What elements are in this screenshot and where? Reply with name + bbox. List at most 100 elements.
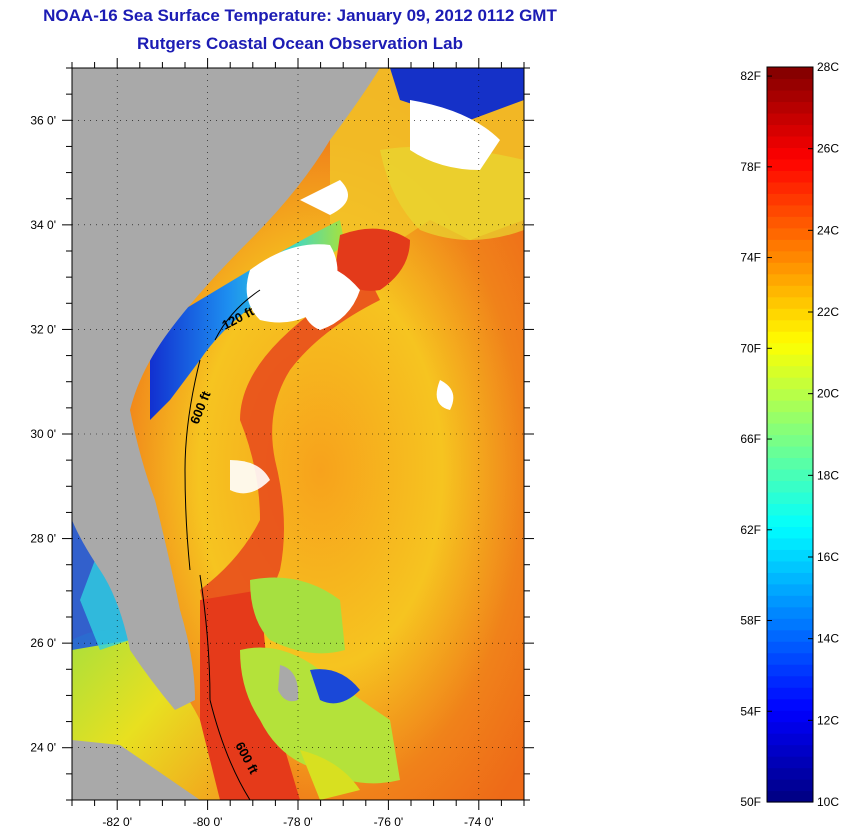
colorbar-band <box>767 514 813 527</box>
celsius-label: 22C <box>817 305 839 319</box>
lon-tick-label: -78 0' <box>283 815 313 829</box>
colorbar-band <box>767 480 813 493</box>
colorbar-bands <box>767 67 813 803</box>
colorbar-band <box>767 411 813 424</box>
colorbar-band <box>767 629 813 642</box>
fahrenheit-label: 54F <box>740 704 761 718</box>
colorbar-band <box>767 331 813 344</box>
colorbar-band <box>767 664 813 677</box>
colorbar-band <box>767 618 813 631</box>
colorbar-band <box>767 342 813 355</box>
colorbar-band <box>767 262 813 275</box>
colorbar-band <box>767 537 813 550</box>
fahrenheit-label: 66F <box>740 432 761 446</box>
colorbar-band <box>767 296 813 309</box>
fahrenheit-label: 62F <box>740 523 761 537</box>
colorbar-band <box>767 78 813 91</box>
fahrenheit-label: 58F <box>740 614 761 628</box>
lat-tick-label: 26 0' <box>30 636 56 650</box>
colorbar: 82F 78F 74F 70F 66F 62F 58F 54F 50F 28C 26C 24C 22C… <box>740 60 839 809</box>
colorbar-band <box>767 216 813 229</box>
lat-tick-label: 34 0' <box>30 218 56 232</box>
colorbar-band <box>767 549 813 562</box>
land-mass <box>72 68 380 710</box>
lon-tick-label: -76 0' <box>374 815 404 829</box>
lat-tick-label: 24 0' <box>30 741 56 755</box>
latitude-axis: 24 0' 26 0' 28 0' 30 0' 32 0' 34 0' 36 0' <box>30 67 534 801</box>
colorbar-band <box>767 250 813 263</box>
colorbar-band <box>767 560 813 573</box>
celsius-label: 20C <box>817 387 839 401</box>
colorbar-band <box>767 687 813 700</box>
lat-tick-label: 28 0' <box>30 532 56 546</box>
colorbar-band <box>767 67 813 80</box>
fahrenheit-label: 78F <box>740 160 761 174</box>
colorbar-band <box>767 595 813 608</box>
colorbar-band <box>767 423 813 436</box>
colorbar-band <box>767 365 813 378</box>
celsius-label: 12C <box>817 713 839 727</box>
colorbar-band <box>767 491 813 505</box>
cuba-coast <box>72 740 200 800</box>
colorbar-band <box>767 193 813 206</box>
celsius-label: 16C <box>817 550 839 564</box>
celsius-label: 28C <box>817 60 839 74</box>
colorbar-band <box>767 124 813 137</box>
colorbar-band <box>767 698 813 711</box>
lat-tick-label: 36 0' <box>30 113 56 127</box>
colorbar-band <box>767 135 813 148</box>
fahrenheit-label: 82F <box>740 69 761 83</box>
lon-tick-label: -80 0' <box>193 815 223 829</box>
lat-tick-label: 30 0' <box>30 427 56 441</box>
colorbar-band <box>767 158 813 171</box>
andros-island <box>278 665 299 702</box>
celsius-label: 18C <box>817 468 839 482</box>
colorbar-band <box>767 112 813 126</box>
colorbar-band <box>767 181 813 194</box>
colorbar-band <box>767 400 813 413</box>
colorbar-band <box>767 445 813 459</box>
colorbar-band <box>767 710 813 723</box>
colorbar-band <box>767 308 813 321</box>
fahrenheit-label: 50F <box>740 795 761 809</box>
colorbar-band <box>767 641 813 654</box>
colorbar-band <box>767 767 813 780</box>
colorbar-band <box>767 227 813 240</box>
colorbar-band <box>767 354 813 367</box>
celsius-scale: 28C 26C 24C 22C 20C 18C 16C 14C 12C 10C <box>808 60 839 809</box>
colorbar-band <box>767 170 813 183</box>
colorbar-band <box>767 652 813 665</box>
colorbar-band <box>767 204 813 217</box>
colorbar-band <box>767 733 813 746</box>
lon-tick-label: -82 0' <box>102 815 132 829</box>
longitude-axis: -82 0' -80 0' -78 0' -76 0' -74 0' <box>71 58 525 829</box>
celsius-label: 10C <box>817 795 839 809</box>
celsius-label: 26C <box>817 142 839 156</box>
colorbar-band <box>767 377 813 390</box>
colorbar-band <box>767 319 813 332</box>
colorbar-band <box>767 388 813 401</box>
colorbar-band <box>767 468 813 482</box>
colorbar-band <box>767 790 813 803</box>
colorbar-band <box>767 744 813 757</box>
colorbar-band <box>767 503 813 516</box>
colorbar-band <box>767 101 813 114</box>
colorbar-band <box>767 572 813 585</box>
colorbar-frame <box>766 66 814 803</box>
little-bahama-bank <box>250 577 345 654</box>
celsius-label: 14C <box>817 632 839 646</box>
colorbar-band <box>767 606 813 619</box>
celsius-label: 24C <box>817 223 839 237</box>
colorbar-band <box>767 285 813 298</box>
colorbar-band <box>767 779 813 792</box>
gulf-stream <box>200 280 380 690</box>
colorbar-band <box>767 526 813 539</box>
colorbar-band <box>767 147 813 160</box>
colorbar-band <box>767 756 813 769</box>
colorbar-band <box>767 583 813 596</box>
fahrenheit-scale: 82F 78F 74F 70F 66F 62F 58F 54F 50F <box>740 69 772 809</box>
warm-eddy <box>335 228 410 291</box>
lat-tick-label: 32 0' <box>30 322 56 336</box>
colorbar-band <box>767 89 813 103</box>
lon-tick-label: -74 0' <box>464 815 494 829</box>
